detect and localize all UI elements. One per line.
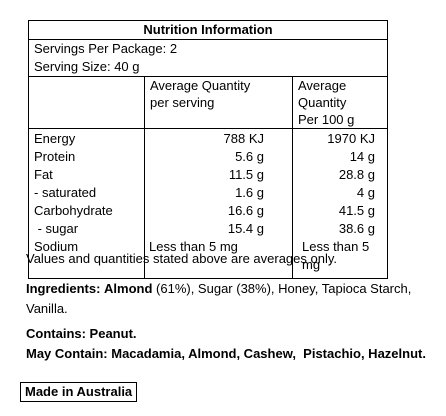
ingredients-rest: (61%), Sugar (38%), Honey, Tapioca Starc… — [26, 281, 412, 316]
serving-size: Serving Size: 40 g — [29, 58, 387, 77]
ingredients-first-item: Almond — [104, 281, 153, 296]
row-label: - saturated — [34, 185, 97, 200]
row-per-serving: 1.6 g — [144, 184, 293, 202]
ingredients-label: Ingredients: — [26, 281, 101, 296]
row-per-serving: 16.6 g — [144, 202, 293, 220]
table-row: Fat 11.5 g 28.8 g — [29, 166, 387, 184]
nutrition-panel: Nutrition Information Servings Per Packa… — [28, 20, 388, 279]
servings-per-package: Servings Per Package: 2 — [34, 41, 178, 56]
panel-title: Nutrition Information — [29, 21, 387, 40]
may-contain-label: May Contain: — [26, 346, 108, 361]
origin-badge: Made in Australia — [20, 382, 138, 402]
table-row: Energy 788 KJ 1970 KJ — [29, 128, 387, 148]
header-per-serving-line1: Average Quantity — [150, 78, 251, 93]
row-per-100g: 41.5 g — [292, 202, 387, 220]
ingredients-statement: Ingredients: Almond (61%), Sugar (38%), … — [26, 279, 421, 319]
row-per-100g: 38.6 g — [292, 220, 387, 238]
row-per-serving: 11.5 g — [144, 166, 293, 184]
table-header-row: Average Quantity per serving Average Qua… — [29, 77, 387, 129]
row-label: Energy — [34, 131, 76, 146]
averages-note: Values and quantities stated above are a… — [26, 251, 338, 266]
table-row: Sodium Less than 5 mg Less than 5 mg — [29, 238, 387, 278]
row-per-100g: Less than 5 mg — [292, 238, 387, 278]
row-per-100g: 4 g — [292, 184, 387, 202]
row-per-serving: 5.6 g — [144, 148, 293, 166]
header-per-100g-line2: Per 100 g — [298, 112, 355, 127]
row-label: Protein — [34, 149, 76, 164]
row-per-100g: 14 g — [292, 148, 387, 166]
header-per-serving: Average Quantity per serving — [144, 77, 293, 129]
header-blank — [29, 77, 145, 129]
row-per-100g: 28.8 g — [292, 166, 387, 184]
row-per-100g: 1970 KJ — [292, 128, 387, 148]
header-per-serving-line2: per serving — [150, 95, 215, 110]
row-per-serving: Less than 5 mg — [144, 238, 293, 278]
row-label: Sodium — [34, 239, 79, 254]
contains-statement: Contains: Peanut. — [26, 326, 137, 341]
row-per-serving: 15.4 g — [144, 220, 293, 238]
row-label: Carbohydrate — [34, 203, 113, 218]
row-label: - sugar — [34, 221, 79, 236]
header-per-100g: Average Quantity Per 100 g — [292, 77, 387, 129]
table-row: Protein 5.6 g 14 g — [29, 148, 387, 166]
row-per-serving: 788 KJ — [144, 128, 293, 148]
table-row: - sugar 15.4 g 38.6 g — [29, 220, 387, 238]
table-row: - saturated 1.6 g 4 g — [29, 184, 387, 202]
table-row: Carbohydrate 16.6 g 41.5 g — [29, 202, 387, 220]
nutrition-table: Average Quantity per serving Average Qua… — [29, 77, 387, 278]
row-label: Fat — [34, 167, 53, 182]
may-contain-text: Macadamia, Almond, Cashew, Pistachio, Ha… — [107, 346, 426, 361]
may-contain-statement: May Contain: Macadamia, Almond, Cashew, … — [26, 344, 426, 364]
header-per-100g-line1: Average Quantity — [298, 78, 347, 110]
